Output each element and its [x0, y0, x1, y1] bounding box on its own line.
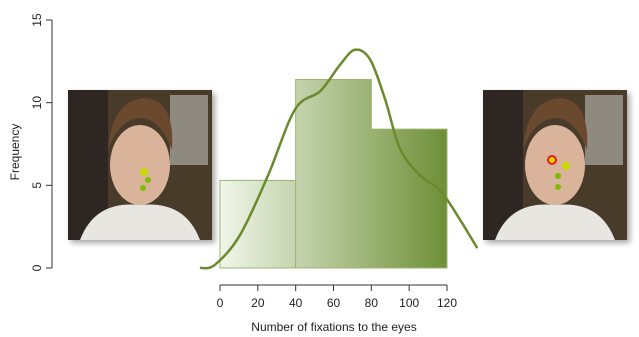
- y-tick-label: 5: [30, 182, 44, 189]
- y-tick-label: 0: [30, 264, 44, 271]
- face-image-left: [68, 90, 212, 240]
- x-axis-label: Number of fixations to the eyes: [251, 320, 416, 334]
- histogram-bar: [296, 80, 372, 268]
- x-tick-label: 20: [251, 296, 265, 310]
- x-tick-label: 60: [327, 296, 341, 310]
- histogram-bar: [220, 180, 296, 268]
- y-tick-label: 15: [30, 13, 44, 27]
- x-tick-label: 120: [437, 296, 457, 310]
- x-tick-label: 0: [217, 296, 224, 310]
- y-axis-label: Frequency: [8, 124, 22, 181]
- face-image-right: [483, 90, 627, 240]
- x-tick-label: 80: [365, 296, 379, 310]
- y-tick-label: 10: [30, 96, 44, 110]
- x-tick-label: 100: [399, 296, 419, 310]
- histogram-bar: [371, 129, 447, 268]
- chart: Number of fixations to the eyes Frequenc…: [0, 0, 639, 337]
- x-tick-label: 40: [289, 296, 303, 310]
